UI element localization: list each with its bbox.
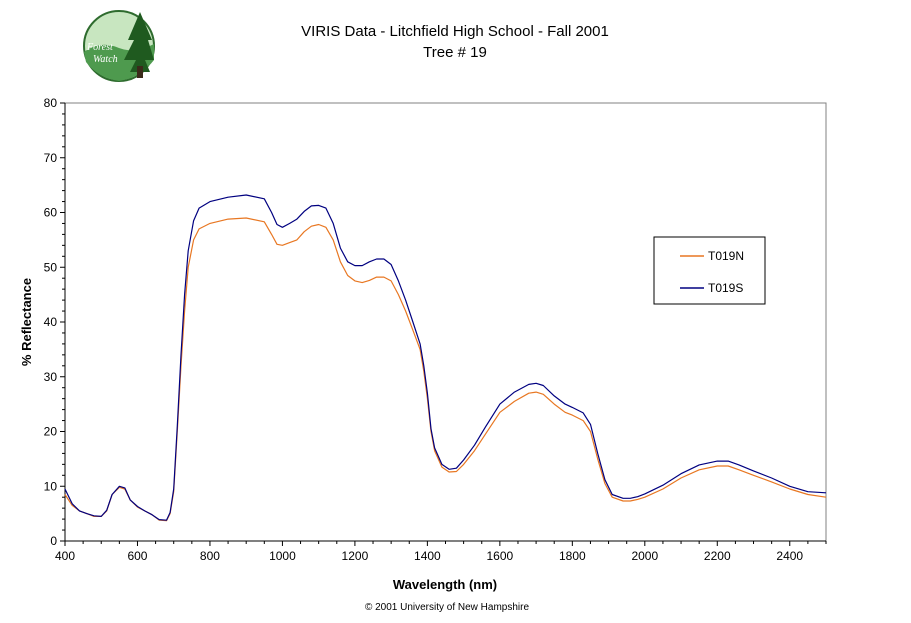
y-tick-label: 50 <box>44 260 58 274</box>
x-axis-label: Wavelength (nm) <box>393 577 497 592</box>
axis-ticks: 0 10 20 30 40 50 60 70 80 400 600 800 1000 1200 1400 16… <box>44 96 827 563</box>
x-tick-label: 600 <box>127 549 147 563</box>
y-tick-label: 60 <box>44 206 58 220</box>
x-tick-label: 2400 <box>776 549 803 563</box>
x-tick-label: 1600 <box>487 549 514 563</box>
series-layer <box>64 194 827 522</box>
copyright: © 2001 University of New Hampshire <box>365 602 530 613</box>
x-tick-label: 1400 <box>414 549 441 563</box>
y-axis-label: % Reflectance <box>19 278 34 366</box>
legend-box <box>653 236 766 305</box>
y-tick-label: 10 <box>44 479 58 493</box>
x-tick-label: 1800 <box>559 549 586 563</box>
x-tick-label: 2200 <box>704 549 731 563</box>
y-tick-label: 40 <box>44 315 58 329</box>
logo-line2: Watch <box>93 54 118 65</box>
x-tick-label: 400 <box>55 549 75 563</box>
chart-title: VIRIS Data - Litchfield High School - Fa… <box>301 23 609 40</box>
legend: T019N T019S <box>653 236 766 305</box>
series-line-t019s <box>64 194 827 521</box>
forest-watch-logo: Forest Watch <box>83 10 155 82</box>
y-tick-label: 20 <box>44 425 58 439</box>
plot-area <box>64 102 827 542</box>
tree-icon <box>124 12 154 72</box>
x-tick-label: 2000 <box>631 549 658 563</box>
legend-label-t019n: T019N <box>708 249 744 263</box>
y-tick-label: 70 <box>44 151 58 165</box>
y-tick-label: 0 <box>50 534 57 548</box>
y-tick-label: 80 <box>44 96 58 110</box>
x-tick-label: 1000 <box>269 549 296 563</box>
tree-trunk-icon <box>137 66 143 78</box>
x-tick-label: 800 <box>200 549 220 563</box>
legend-label-t019s: T019S <box>708 281 743 295</box>
logo-line1: Forest <box>86 42 113 53</box>
chart-subtitle: Tree # 19 <box>423 44 487 61</box>
x-tick-label: 1200 <box>342 549 369 563</box>
y-tick-label: 30 <box>44 370 58 384</box>
